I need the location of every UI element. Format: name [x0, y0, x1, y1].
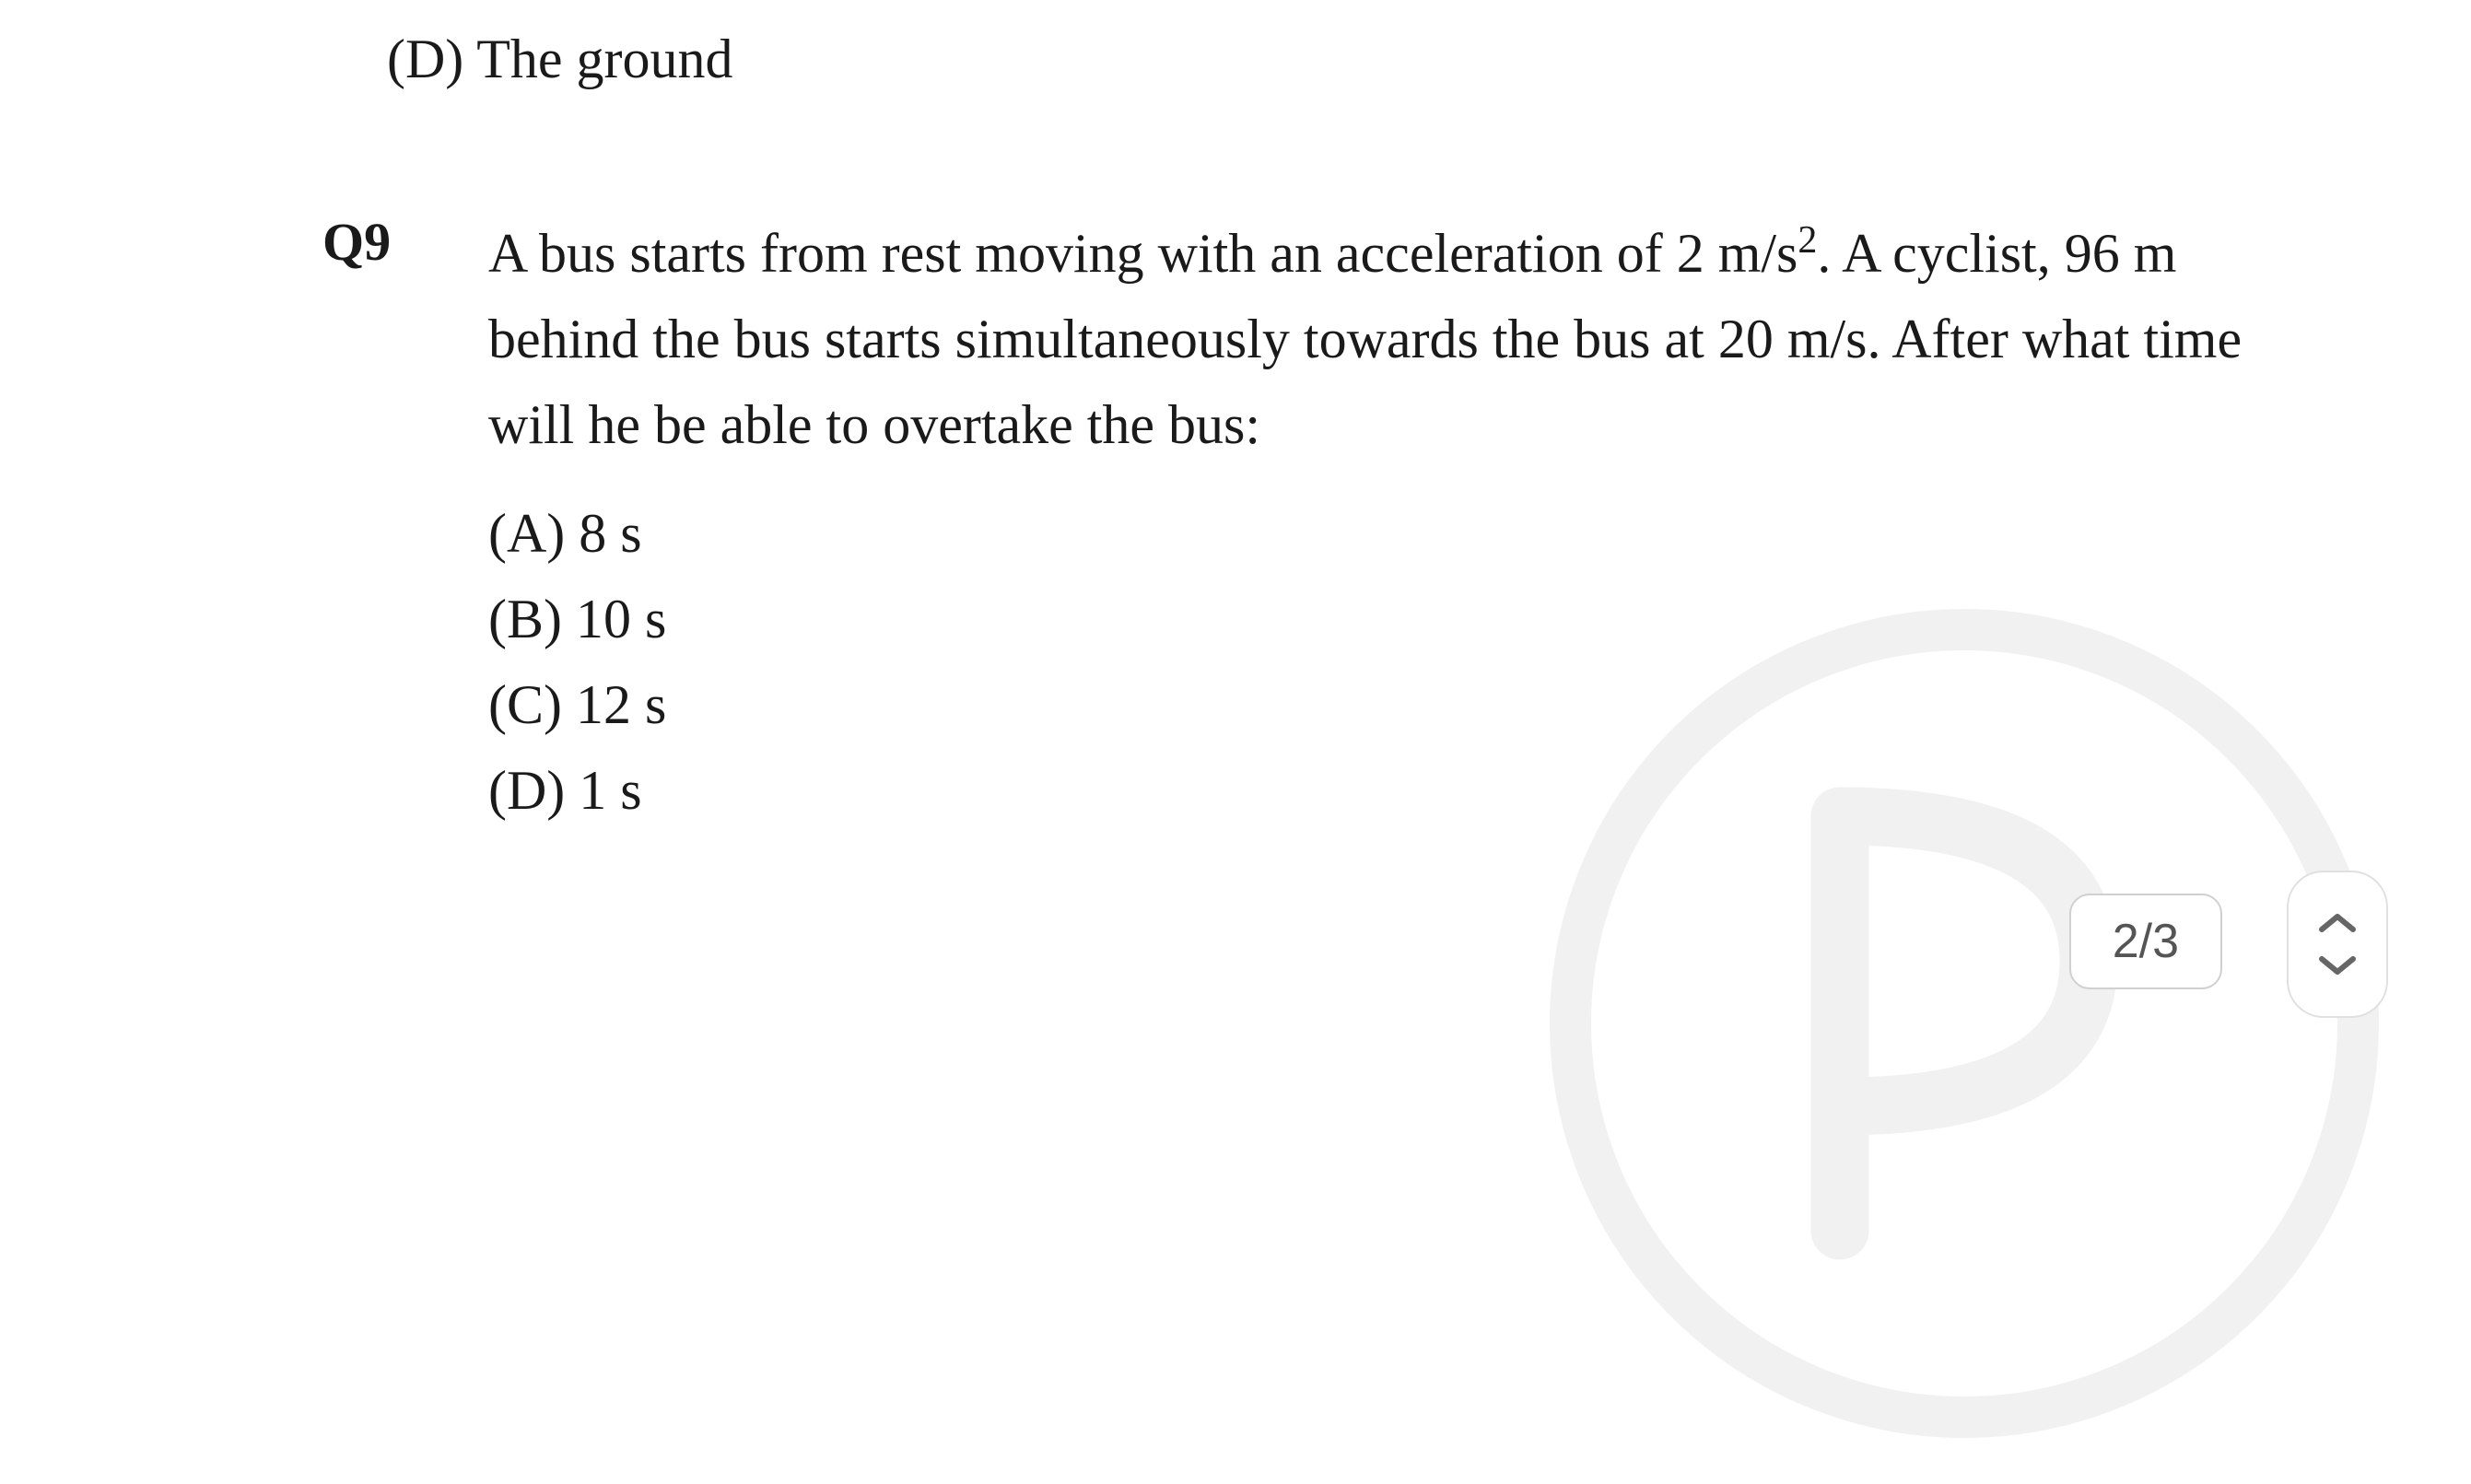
option-text: The ground [476, 29, 732, 89]
page-number: 2/3 [2113, 915, 2179, 968]
qtext-p3: behind the bus starts simultaneously tow… [488, 309, 1718, 369]
option-label: (D) [488, 760, 565, 821]
question-number: Q9 [322, 211, 433, 273]
option-a: (A) 8 s [488, 491, 2287, 577]
previous-question-option-d: (D) The ground [387, 28, 2287, 91]
qtext-p2: . A cyclist, [1817, 223, 2064, 284]
qtext-distance: 96 m [2065, 223, 2177, 284]
option-text: 10 s [576, 589, 666, 649]
option-label: (D) [387, 29, 463, 89]
chevron-up-icon[interactable] [2314, 909, 2360, 937]
option-c: (C) 12 s [488, 662, 2287, 748]
option-d: (D) 1 s [488, 748, 2287, 834]
qtext-speed: 20 m/s [1718, 309, 1868, 369]
option-label: (A) [488, 503, 565, 564]
qtext-accel-exp: 2 [1798, 219, 1817, 262]
document-content: (D) The ground Q9 A bus starts from rest… [0, 0, 2471, 834]
option-b: (B) 10 s [488, 577, 2287, 662]
page-nav-control[interactable] [2287, 871, 2388, 1018]
question-block: Q9 A bus starts from rest moving with an… [322, 211, 2287, 834]
option-text: 12 s [576, 674, 666, 735]
page-indicator: 2/3 [2069, 894, 2222, 989]
option-text: 1 s [579, 760, 641, 821]
question-content: A bus starts from rest moving with an ac… [488, 211, 2287, 834]
question-text: A bus starts from rest moving with an ac… [488, 211, 2287, 468]
option-label: (B) [488, 589, 562, 649]
chevron-down-icon[interactable] [2314, 952, 2360, 979]
option-label: (C) [488, 674, 562, 735]
qtext-accel: 2 m/s [1677, 223, 1798, 284]
qtext-p1: A bus starts from rest moving with an ac… [488, 223, 1677, 284]
option-text: 8 s [579, 503, 641, 564]
